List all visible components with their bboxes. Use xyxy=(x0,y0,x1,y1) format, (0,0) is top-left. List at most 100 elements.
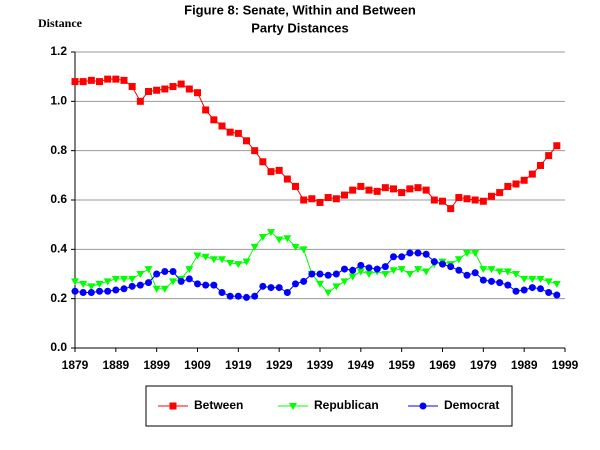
marker xyxy=(79,289,87,296)
marker xyxy=(202,106,210,114)
marker xyxy=(202,281,210,289)
marker xyxy=(373,187,381,195)
marker xyxy=(120,76,128,84)
marker xyxy=(357,261,365,269)
marker xyxy=(194,89,201,97)
marker xyxy=(283,289,291,296)
marker xyxy=(389,267,398,275)
marker xyxy=(504,281,512,289)
marker xyxy=(267,168,275,176)
marker xyxy=(185,85,193,93)
marker xyxy=(218,122,226,130)
marker xyxy=(111,275,120,283)
marker xyxy=(397,266,406,274)
marker xyxy=(153,270,161,278)
marker xyxy=(71,287,79,295)
marker xyxy=(455,266,463,274)
marker xyxy=(87,76,95,84)
marker xyxy=(243,137,250,145)
x-tick-label: 1889 xyxy=(102,358,129,372)
marker xyxy=(193,252,202,260)
marker xyxy=(104,75,112,83)
marker xyxy=(275,236,284,244)
marker xyxy=(161,85,169,93)
marker xyxy=(177,80,185,88)
marker xyxy=(308,270,316,278)
marker xyxy=(177,277,185,285)
marker xyxy=(479,197,487,205)
legend-marker xyxy=(169,402,177,410)
marker xyxy=(242,258,251,266)
marker xyxy=(454,256,463,264)
marker xyxy=(95,280,104,288)
marker xyxy=(512,271,520,278)
marker xyxy=(226,128,234,136)
marker xyxy=(71,278,79,286)
y-axis-label: Distance xyxy=(38,16,83,30)
marker xyxy=(471,269,479,277)
marker xyxy=(144,266,153,274)
marker xyxy=(463,250,471,258)
marker xyxy=(283,235,292,243)
marker xyxy=(145,87,152,95)
marker xyxy=(258,234,267,241)
marker xyxy=(136,97,144,105)
marker xyxy=(103,278,112,286)
marker xyxy=(324,289,333,297)
marker xyxy=(422,186,430,194)
marker xyxy=(463,271,471,279)
marker xyxy=(528,170,536,178)
marker xyxy=(471,250,480,258)
x-tick-label: 1969 xyxy=(429,358,456,372)
marker xyxy=(430,196,438,204)
marker xyxy=(251,147,259,155)
legend-box xyxy=(145,385,513,427)
marker xyxy=(390,253,397,261)
marker xyxy=(71,78,79,86)
marker xyxy=(283,175,291,183)
x-tick-label: 1949 xyxy=(347,358,374,372)
marker xyxy=(259,282,267,290)
marker xyxy=(365,271,373,278)
marker xyxy=(520,275,529,283)
series-line xyxy=(74,252,557,298)
marker xyxy=(553,142,561,150)
marker xyxy=(496,279,504,287)
marker xyxy=(414,184,422,192)
x-tick-label: 1939 xyxy=(307,358,334,372)
marker xyxy=(201,253,210,261)
marker xyxy=(545,152,553,160)
marker xyxy=(194,280,201,288)
marker xyxy=(479,266,488,274)
marker xyxy=(357,182,365,190)
marker xyxy=(267,229,275,237)
marker xyxy=(348,273,357,281)
marker xyxy=(537,285,544,293)
marker xyxy=(340,278,349,286)
marker xyxy=(128,83,136,91)
marker xyxy=(439,260,446,268)
marker xyxy=(324,194,332,202)
marker xyxy=(251,292,259,300)
marker xyxy=(463,195,471,203)
marker xyxy=(299,246,308,254)
marker xyxy=(226,292,234,300)
marker xyxy=(104,287,112,295)
y-tick-label: 0.0 xyxy=(50,340,67,354)
marker xyxy=(96,78,103,86)
marker xyxy=(218,256,226,264)
x-tick-label: 1959 xyxy=(388,358,415,372)
marker xyxy=(512,287,520,295)
marker xyxy=(406,249,414,257)
marker xyxy=(292,182,299,190)
marker xyxy=(185,266,194,274)
y-tick-label: 0.6 xyxy=(50,192,67,206)
marker xyxy=(259,158,267,166)
marker xyxy=(234,261,243,269)
marker xyxy=(520,176,528,184)
marker xyxy=(365,264,373,272)
legend-label: Between xyxy=(194,398,243,412)
marker xyxy=(390,185,397,193)
marker xyxy=(349,266,357,274)
